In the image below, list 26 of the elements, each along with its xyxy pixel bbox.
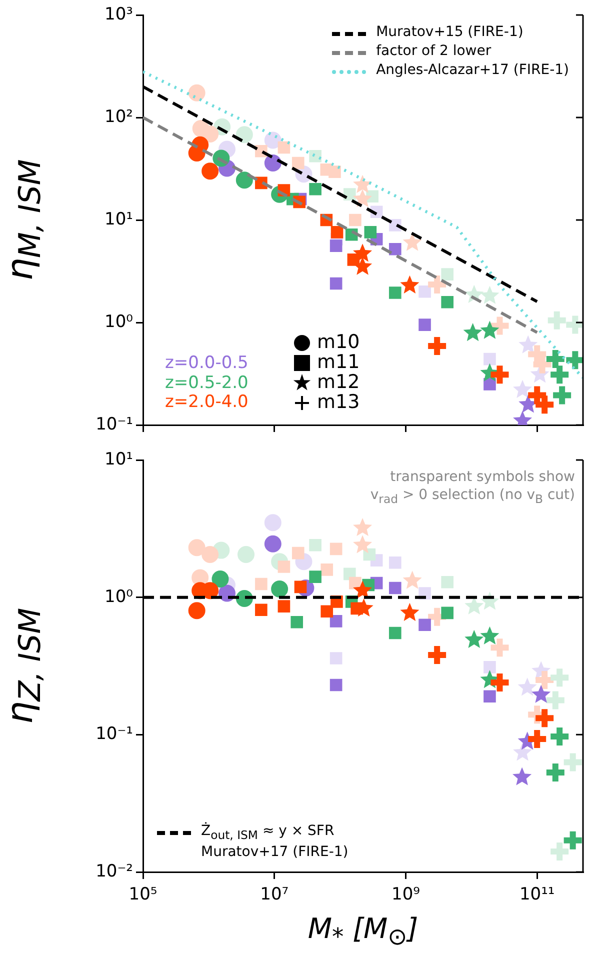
y-tick-label: 10⁻²: [96, 861, 133, 882]
legend-label: factor of 2 lower: [376, 42, 492, 61]
text: z=0.5-2.0: [165, 372, 248, 394]
y-tick-label: 10³: [104, 4, 133, 24]
y-tick-label: 10⁰: [104, 586, 134, 607]
x-tick-label: 10⁷: [260, 884, 289, 905]
y-tick-label: 10²: [104, 106, 133, 127]
y-tick-label: 10¹: [104, 449, 133, 470]
annotation: m11: [317, 351, 360, 374]
annotation: m13: [317, 391, 360, 414]
annotation: m12: [317, 371, 360, 394]
legend-label: Ż$_{out, ISM}$ ≈ y × SFR Muratov+17 (FIRE-1): [201, 822, 348, 862]
text: z=2.0-4.0: [165, 392, 248, 413]
annotation: m10: [317, 331, 360, 354]
legend-label: Angles-Alcazar+17 (FIRE-1): [376, 60, 569, 80]
y-tick-label: 10⁰: [104, 312, 134, 332]
x-axis-title: M$_{*}$ [M$_{⊙}$]: [308, 912, 418, 951]
y-tick-label: 10¹: [104, 209, 133, 230]
text: z=0.0-0.5: [165, 353, 248, 374]
x-tick-label: 10⁵: [128, 884, 158, 905]
annotation: transparent symbols show v$_{rad}$ > 0 selection (no v$_{B}$ cut): [370, 468, 575, 508]
y-tick-label: 10⁻¹: [96, 414, 133, 434]
x-tick-label: 10¹¹: [519, 884, 555, 905]
x-tick-label: 10⁹: [392, 884, 420, 905]
legend-label: Muratov+15 (FIRE-1): [376, 23, 524, 42]
y-tick-label: 10⁻¹: [96, 724, 133, 744]
